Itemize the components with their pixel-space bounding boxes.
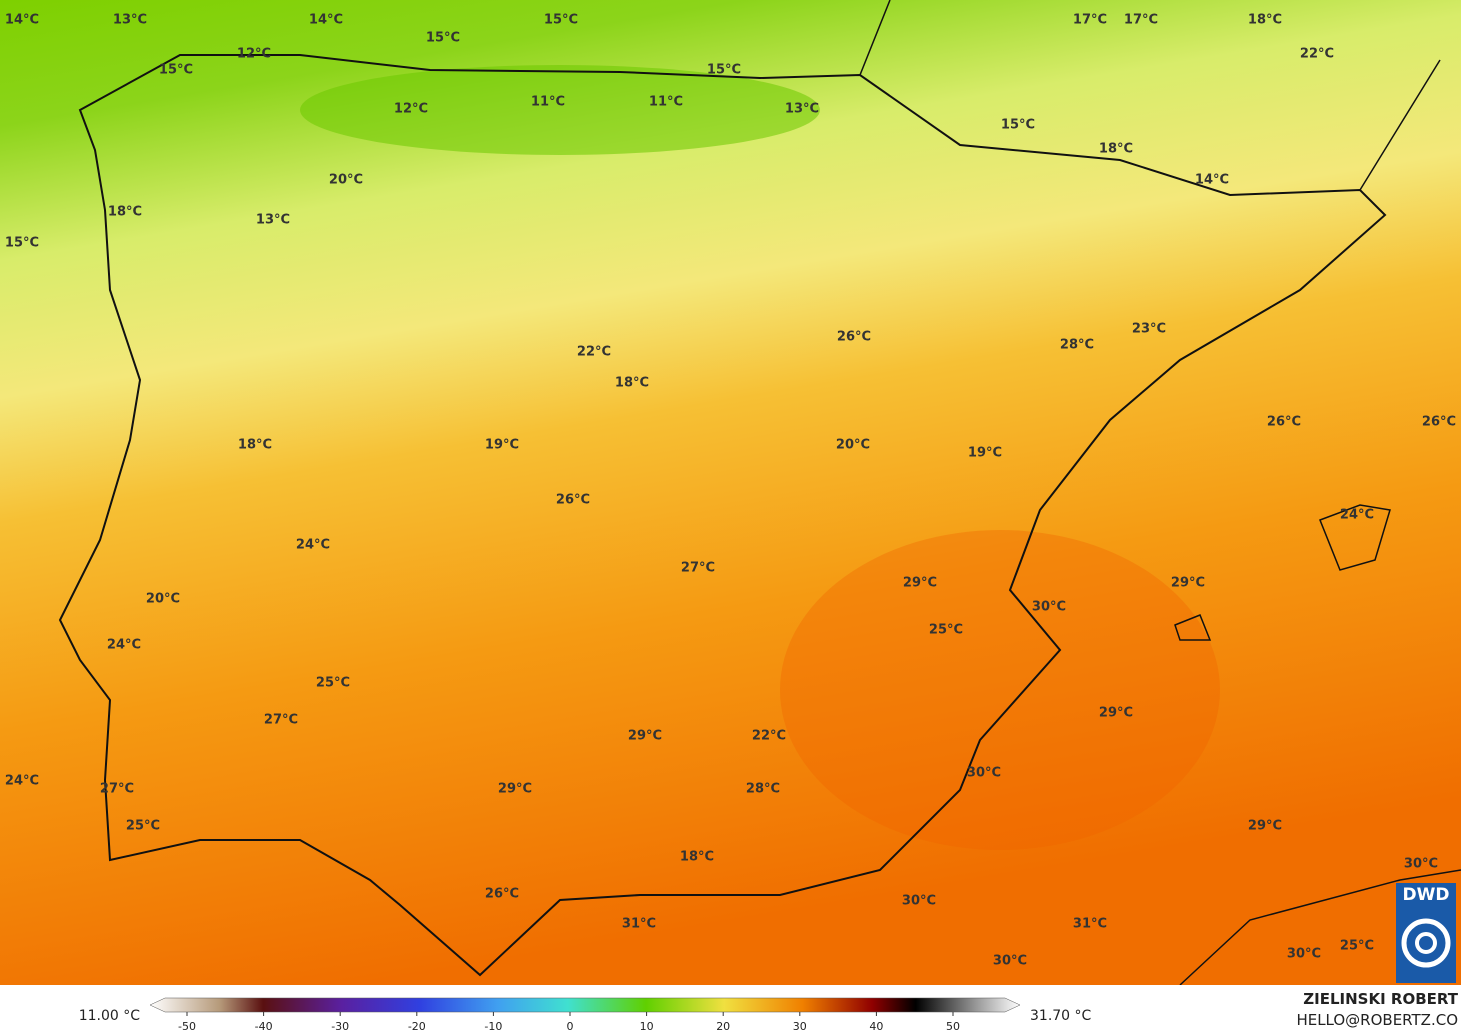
temperature-label: 15°C [5, 236, 39, 251]
temperature-label: 30°C [993, 954, 1027, 969]
temperature-label: 29°C [903, 576, 937, 591]
temperature-label: 18°C [615, 376, 649, 391]
islands [1174, 504, 1391, 641]
temperature-label: 11°C [649, 95, 683, 110]
temperature-label: 17°C [1073, 13, 1107, 28]
temperature-label: 29°C [1099, 706, 1133, 721]
temperature-label: 22°C [577, 345, 611, 360]
temperature-label: 24°C [296, 538, 330, 553]
africa-coast [1179, 869, 1461, 986]
colorbar-tick-label: 30 [793, 1020, 807, 1033]
temperature-label: 26°C [485, 887, 519, 902]
temperature-label: 18°C [1248, 13, 1282, 28]
colorbar-tick-label: 0 [567, 1020, 574, 1033]
temperature-label: 29°C [1171, 576, 1205, 591]
temperature-label: 30°C [902, 894, 936, 909]
temperature-label: 25°C [1340, 939, 1374, 954]
colorbar-tick-label: 10 [640, 1020, 654, 1033]
temperature-label: 18°C [238, 438, 272, 453]
colorbar-tick-label: -40 [255, 1020, 273, 1033]
temperature-label: 29°C [1248, 819, 1282, 834]
colorbar-tick-label: -10 [484, 1020, 502, 1033]
temperature-label: 27°C [100, 782, 134, 797]
colorbar-max: 31.70 °C [1030, 1008, 1092, 1024]
temperature-label: 20°C [836, 438, 870, 453]
colorbar-tick-label: 50 [946, 1020, 960, 1033]
temperature-label: 30°C [1287, 947, 1321, 962]
temperature-label: 26°C [1267, 415, 1301, 430]
temperature-label: 15°C [159, 63, 193, 78]
temperature-label: 29°C [498, 782, 532, 797]
temperature-label: 31°C [622, 917, 656, 932]
temperature-label: 29°C [628, 729, 662, 744]
temperature-label: 30°C [1032, 600, 1066, 615]
temperature-labels: 14°C 13°C 14°C 15°C 17°C 17°C 18°C 15°C 12°C 22°C… [5, 13, 1456, 969]
temperature-label: 14°C [309, 13, 343, 28]
temperature-label: 14°C [5, 13, 39, 28]
warm-area [780, 530, 1220, 850]
temperature-label: 26°C [837, 330, 871, 345]
temperature-label: 18°C [108, 205, 142, 220]
temperature-label: 27°C [681, 561, 715, 576]
temperature-label: 15°C [426, 31, 460, 46]
colorbar-tick-label: -30 [331, 1020, 349, 1033]
temperature-label: 19°C [968, 446, 1002, 461]
logo-swirl [1401, 918, 1451, 968]
temperature-label: 13°C [256, 213, 290, 228]
colorbar-tick-label: -20 [408, 1020, 426, 1033]
temperature-label: 30°C [967, 766, 1001, 781]
colorbar-tick-label: 40 [869, 1020, 883, 1033]
temperature-label: 22°C [1300, 47, 1334, 62]
temperature-label: 18°C [680, 850, 714, 865]
temperature-label: 18°C [1099, 142, 1133, 157]
colorbar-tick-label: 20 [716, 1020, 730, 1033]
temperature-label: 27°C [264, 713, 298, 728]
temperature-label: 24°C [5, 774, 39, 789]
temperature-label: 13°C [113, 13, 147, 28]
coastline [58, 54, 1387, 977]
credit-author: ZIELINSKI ROBERT [1303, 990, 1458, 1008]
cool-area [300, 65, 820, 155]
colorbar-min: 11.00 °C [79, 1008, 141, 1024]
temperature-label: 30°C [1404, 857, 1438, 872]
temperature-label: 17°C [1124, 13, 1158, 28]
temperature-label: 28°C [746, 782, 780, 797]
temperature-label: 13°C [785, 102, 819, 117]
temperature-label: 25°C [316, 676, 350, 691]
temperature-label: 31°C [1073, 917, 1107, 932]
border [859, 0, 1441, 191]
temperature-label: 23°C [1132, 322, 1166, 337]
temperature-field [0, 0, 1461, 985]
temperature-label: 20°C [329, 173, 363, 188]
temperature-label: 20°C [146, 592, 180, 607]
temperature-label: 15°C [544, 13, 578, 28]
temperature-label: 14°C [1195, 173, 1229, 188]
credit-contact: HELLO@ROBERTZ.CO [1296, 1011, 1458, 1029]
temperature-label: 11°C [531, 95, 565, 110]
colorbar-ticks: -50 -40 -30 -20 -10 0 10 20 30 40 50 [178, 1012, 960, 1033]
logo-text: DWD [1403, 885, 1450, 905]
temperature-label: 19°C [485, 438, 519, 453]
temperature-label: 25°C [929, 623, 963, 638]
temperature-label: 24°C [1340, 508, 1374, 523]
temperature-label: 22°C [752, 729, 786, 744]
logo-swirl [1415, 932, 1437, 954]
temperature-label: 15°C [707, 63, 741, 78]
temperature-label: 28°C [1060, 338, 1094, 353]
temperature-label: 26°C [556, 493, 590, 508]
temperature-label: 12°C [394, 102, 428, 117]
colorbar-tick-label: -50 [178, 1020, 196, 1033]
colorbar [149, 997, 1021, 1013]
temperature-label: 15°C [1001, 118, 1035, 133]
temperature-label: 12°C [237, 47, 271, 62]
temperature-label: 26°C [1422, 415, 1456, 430]
temperature-label: 24°C [107, 638, 141, 653]
temperature-label: 25°C [126, 819, 160, 834]
